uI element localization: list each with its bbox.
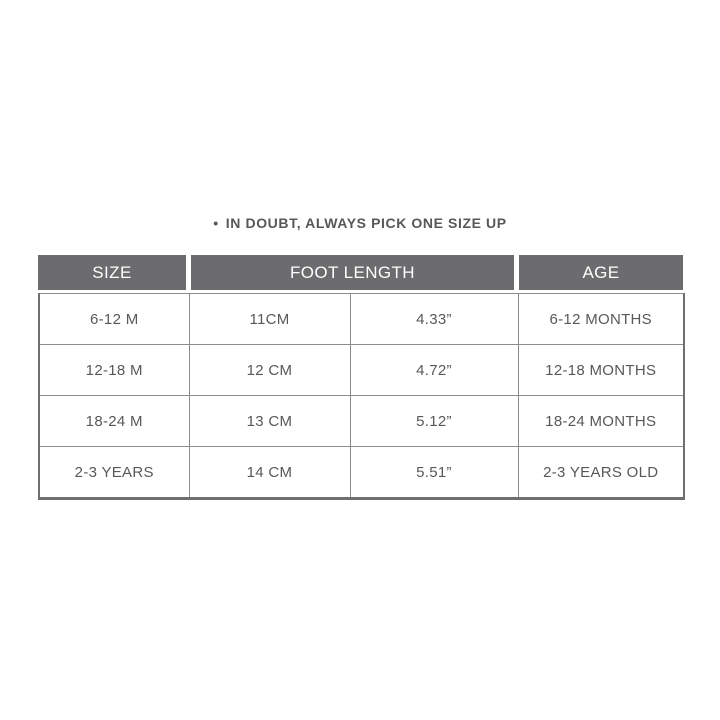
size-chart-table: SIZE FOOT LENGTH AGE 6-12 M 11CM 4.33” 6… — [38, 255, 685, 500]
cell-foot-length-in: 5.51” — [349, 446, 519, 499]
table-body: 6-12 M 11CM 4.33” 6-12 MONTHS 12-18 M 12… — [38, 293, 685, 500]
cell-size: 18-24 M — [38, 395, 190, 447]
table-row: 6-12 M 11CM 4.33” 6-12 MONTHS — [38, 293, 685, 345]
cell-foot-length-in: 5.12” — [349, 395, 519, 447]
column-header-size: SIZE — [38, 255, 186, 290]
table-header-row: SIZE FOOT LENGTH AGE — [38, 255, 683, 290]
cell-age: 12-18 MONTHS — [517, 344, 685, 396]
cell-foot-length-cm: 14 CM — [188, 446, 351, 499]
cell-foot-length-cm: 11CM — [188, 293, 351, 345]
cell-age: 18-24 MONTHS — [517, 395, 685, 447]
column-header-foot-length: FOOT LENGTH — [191, 255, 514, 290]
cell-size: 12-18 M — [38, 344, 190, 396]
bullet-icon: • — [213, 215, 219, 231]
size-note-text: IN DOUBT, ALWAYS PICK ONE SIZE UP — [225, 215, 507, 231]
cell-foot-length-in: 4.72” — [349, 344, 519, 396]
cell-size: 6-12 M — [38, 293, 190, 345]
cell-foot-length-in: 4.33” — [349, 293, 519, 345]
column-header-age: AGE — [519, 255, 683, 290]
cell-age: 6-12 MONTHS — [517, 293, 685, 345]
cell-foot-length-cm: 13 CM — [188, 395, 351, 447]
size-note: • IN DOUBT, ALWAYS PICK ONE SIZE UP — [0, 215, 720, 231]
table-row: 12-18 M 12 CM 4.72” 12-18 MONTHS — [38, 344, 685, 396]
table-row: 18-24 M 13 CM 5.12” 18-24 MONTHS — [38, 395, 685, 447]
table-row: 2-3 YEARS 14 CM 5.51” 2-3 YEARS OLD — [38, 446, 685, 499]
cell-size: 2-3 YEARS — [38, 446, 190, 499]
cell-age: 2-3 YEARS OLD — [517, 446, 685, 499]
cell-foot-length-cm: 12 CM — [188, 344, 351, 396]
